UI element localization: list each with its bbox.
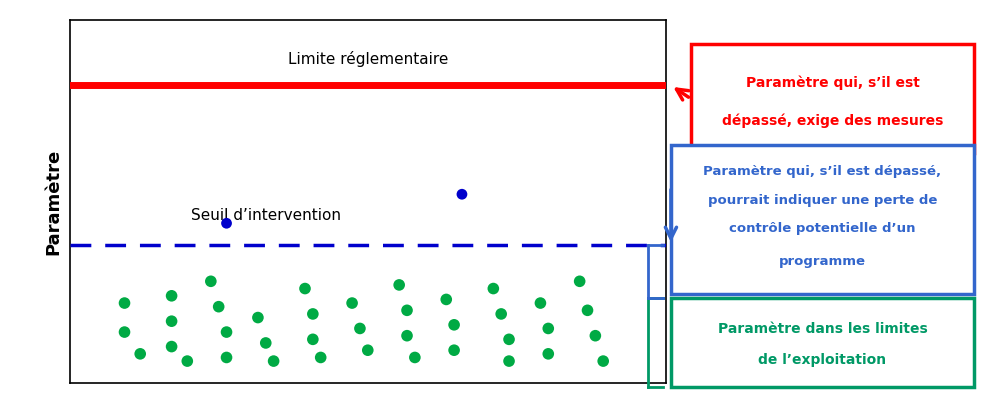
Text: pourrait indiquer une perte de: pourrait indiquer une perte de (708, 194, 937, 207)
Point (438, 296, 454, 303)
Point (164, 293, 180, 299)
Text: contrôle potentielle d’un: contrôle potentielle d’un (730, 222, 915, 235)
Y-axis label: Paramètre: Paramètre (45, 148, 63, 255)
Point (541, 325, 557, 332)
Point (352, 325, 368, 332)
Point (305, 311, 321, 317)
Text: dépassé, exige des mesures: dépassé, exige des mesures (722, 113, 943, 128)
Point (203, 278, 219, 285)
Point (265, 358, 281, 364)
Point (344, 300, 360, 306)
Point (249, 314, 265, 321)
Text: Seuil d’intervention: Seuil d’intervention (191, 208, 341, 223)
Point (399, 307, 414, 314)
Point (407, 354, 422, 361)
Point (501, 336, 517, 343)
Point (219, 354, 235, 361)
Point (454, 191, 470, 197)
Point (179, 358, 195, 364)
Point (360, 347, 376, 353)
Point (132, 351, 148, 357)
Point (580, 307, 595, 314)
Point (257, 340, 273, 346)
Point (587, 332, 603, 339)
Point (399, 332, 414, 339)
Point (164, 318, 180, 324)
Point (164, 343, 180, 350)
Point (116, 300, 132, 306)
Point (219, 220, 235, 226)
Point (446, 322, 462, 328)
Point (392, 282, 408, 288)
Point (313, 354, 329, 361)
Text: de l’exploitation: de l’exploitation (758, 353, 887, 367)
Point (297, 285, 313, 292)
Point (572, 278, 587, 285)
Point (541, 351, 557, 357)
Point (533, 300, 549, 306)
Point (116, 329, 132, 335)
Text: Limite réglementaire: Limite réglementaire (287, 51, 448, 67)
Point (493, 311, 509, 317)
Point (446, 347, 462, 353)
Point (501, 358, 517, 364)
Text: Paramètre dans les limites: Paramètre dans les limites (718, 322, 927, 336)
Text: programme: programme (779, 255, 866, 268)
Point (485, 285, 501, 292)
Point (211, 303, 227, 310)
Point (595, 358, 611, 364)
Text: Paramètre qui, s’il est dépassé,: Paramètre qui, s’il est dépassé, (704, 165, 941, 179)
Point (305, 336, 321, 343)
Point (219, 329, 235, 335)
Text: Paramètre qui, s’il est: Paramètre qui, s’il est (746, 75, 919, 89)
